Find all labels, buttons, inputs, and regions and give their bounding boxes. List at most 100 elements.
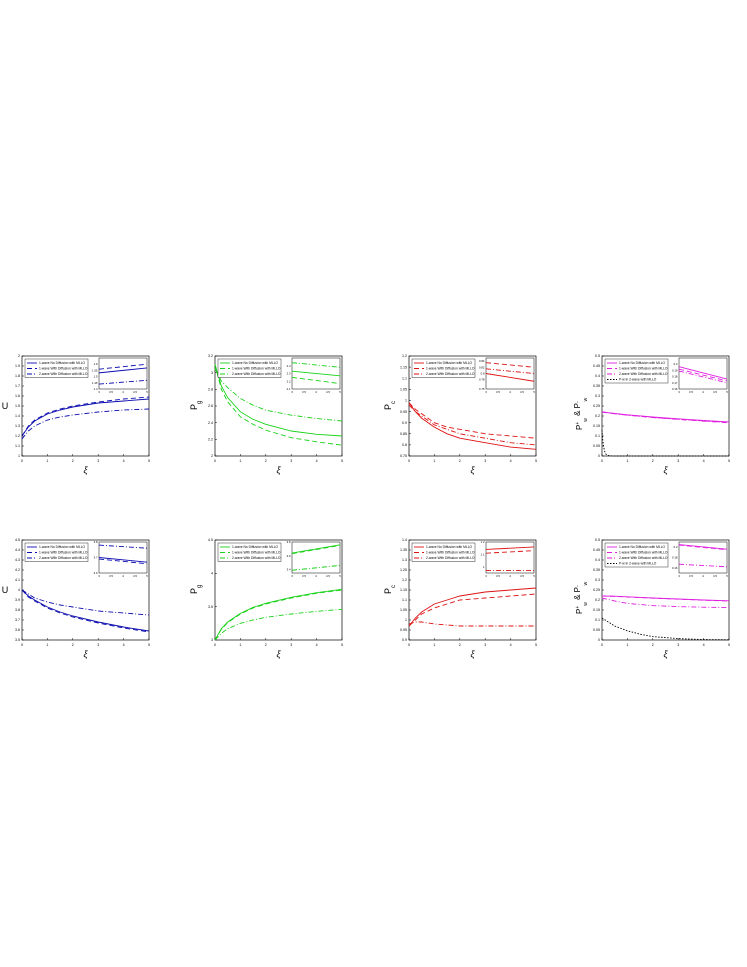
y-tick-label: 3.6 [15,628,20,632]
inset-y-tick-label: 1.6 [94,362,98,366]
series-line-2 [214,589,343,641]
y-axis-label: Pc [383,585,397,594]
y-tick-label: 4 [18,588,20,592]
inset-chart: 3 3.5 4 4.5 5 0.16 0.18 0.2 [672,541,728,578]
inset-x-tick-label: 4.5 [520,390,524,394]
y-tick-label: 3 [211,371,213,375]
y-tick-label: 0.3 [595,394,600,398]
y-axis-label-main: P [189,404,199,410]
series-line-1 [408,402,537,450]
y-axis-label-sub: c [391,585,397,588]
inset-x-tick-label: 3.5 [109,390,113,394]
inset-x-tick-label: 5 [339,574,341,578]
y-tick-label: 1.15 [400,365,407,369]
y-axis-label: P+w & P-w [573,581,589,614]
inset-y-tick-label: 1.2 [481,540,485,544]
chart-panel-8: 0 1 2 3 4 500.050.10.150.20.250.30.350.40.450… [573,538,730,659]
y-tick-label: 4.3 [15,558,20,562]
legend-entry-1: 1-wave No Diffusion with MLLO [619,545,666,549]
legend-entry-1: 1-wave No Diffusion with MLLO [232,545,279,549]
inset-x-tick-label: 4.5 [133,574,137,578]
chart-panel-2: 0 1 2 3 4 5 2 2.2 2.4 2.6 2.8 3 3.2 ξ Pg 1-wave No Diff… [189,354,343,475]
inset-chart: 3 3.5 4 4.5 5 0.75 0.78 0.8 0.82 0.84 [479,357,535,394]
inset-x-tick-label: 3.5 [496,390,500,394]
inset-y-tick-label: 3.6 [287,554,291,558]
legend-box [411,542,476,562]
x-axis-label: ξ [470,649,475,659]
legend-entry-2: 1-wave With Diffusion with MLLO [39,551,88,555]
legend-entry-2: 1-wave With Diffusion with MLLO [619,367,668,371]
y-tick-label: 1.05 [400,388,407,392]
inset-y-tick-label: 2.4 [287,364,291,368]
y-tick-label: 0.4 [595,374,600,378]
x-tick-label: 2 [265,459,267,463]
x-axis-label: ξ [663,465,668,475]
legend-entry-3: 2-wave With Diffusion with MLLO [619,556,668,560]
y-tick-label: 1.05 [400,608,407,612]
y-tick-label: 2.2 [208,438,213,442]
inset-chart: 3 3.5 4 4.5 5 3.6 3.7 3.8 [94,540,149,578]
x-tick-label: 4 [123,643,125,647]
inset-y-tick-label: 0.84 [479,359,485,363]
series-line-3 [601,411,730,424]
y-tick-label: 1.4 [15,414,20,418]
series-line-2 [214,364,343,446]
inset-y-tick-label: 0.17 [672,381,678,385]
series-line-3 [21,589,150,616]
inset-x-tick-label: 4 [122,390,124,394]
y-tick-label: 1 [405,399,407,403]
y-tick-label: 2.4 [208,421,213,425]
inset-series-line-2 [485,362,535,368]
x-tick-label: 2 [72,459,74,463]
y-tick-label: 3.2 [208,354,213,358]
chart-panel-7: 0 1 2 3 4 50.90.9511.051.11.151.21.251.31.351… [383,538,537,659]
x-tick-label: 2 [265,643,267,647]
inset-x-tick-label: 5 [533,390,535,394]
legend-entry-1: 1-wave No Diffusion with MLLO [39,545,86,549]
series-line-1 [214,588,343,641]
y-tick-label: 0.05 [593,628,600,632]
y-tick-label: 0.25 [593,404,600,408]
y-tick-label: 0.15 [593,424,600,428]
x-tick-label: 3 [97,643,99,647]
inset-frame [98,357,148,390]
y-axis-label-part: + [575,422,581,425]
inset-y-tick-label: 3.8 [94,540,98,544]
y-tick-label: 1.15 [400,588,407,592]
inset-series-line-3 [291,564,341,571]
inset-series-line-1 [485,373,535,382]
y-axis-label: U [2,401,9,411]
x-tick-label: 2 [652,643,654,647]
inset-series-line-3 [98,379,148,385]
inset-chart: 3 3.5 4 4.5 5 1 1.1 1.2 [481,540,536,578]
y-tick-label: 1.3 [15,424,20,428]
inset-chart: 3 3.5 4 4.5 5 1.4 1.45 1.5 1.55 1.6 [92,357,148,394]
inset-series-line-2 [291,376,341,385]
inset-x-tick-label: 3.5 [109,574,113,578]
inset-x-tick-label: 4 [315,390,317,394]
y-tick-label: 1.2 [402,578,407,582]
y-tick-label: 0 [598,638,600,642]
y-tick-label: 0 [598,454,600,458]
inset-y-tick-label: 0.82 [479,365,485,369]
y-tick-label: 4.2 [15,568,20,572]
legend-box [411,358,476,378]
inset-y-tick-label: 0.19 [672,368,678,372]
legend-entry-3: 2-wave With Diffusion with MLLO [39,556,88,560]
inset-x-tick-label: 4 [509,390,511,394]
series-line-3 [214,368,343,422]
y-axis-label-part: w [583,602,589,606]
inset-chart: 3 3.5 4 4.5 5 3.4 3.6 3.8 [287,540,342,578]
x-tick-label: 3 [677,459,679,463]
legend-entry-1: 1-wave No Diffusion with MLLO [426,361,473,365]
inset-series-line-3 [98,544,148,549]
inset-x-tick-label: 4 [122,574,124,578]
inset-series-line-1 [98,557,148,563]
inset-y-tick-label: 1.45 [92,381,98,385]
x-tick-label: 3 [97,459,99,463]
x-tick-label: 0 [601,459,603,463]
series-line-3 [21,408,150,440]
y-tick-label: 3.9 [15,598,20,602]
y-tick-label: 1.35 [400,548,407,552]
x-tick-label: 4 [123,459,125,463]
